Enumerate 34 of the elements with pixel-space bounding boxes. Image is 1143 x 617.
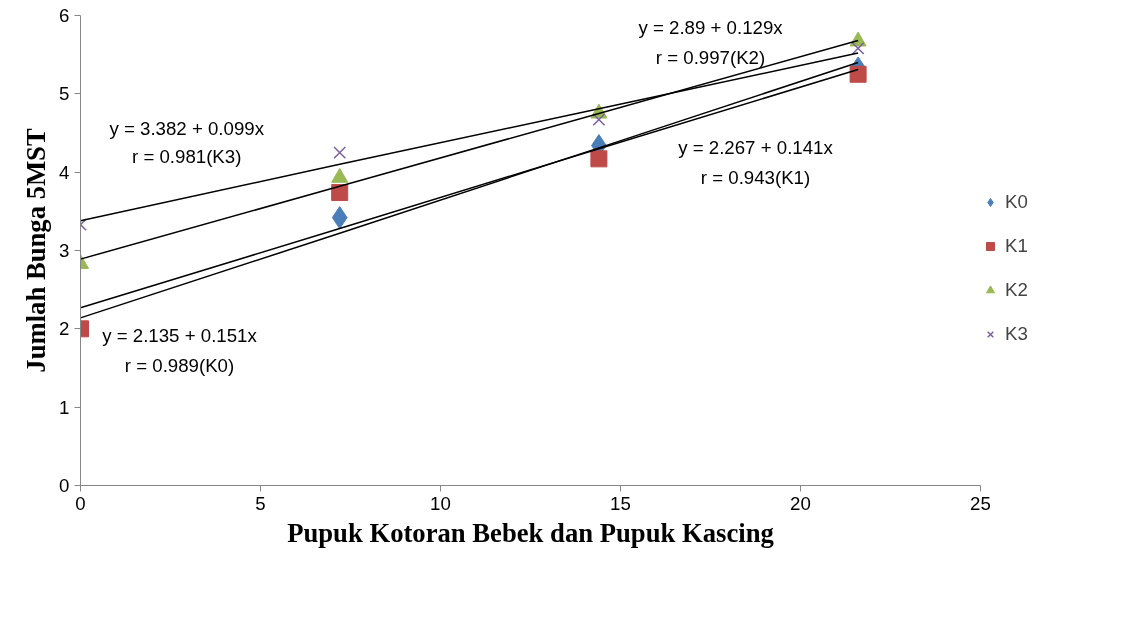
annotation: y = 2.135 + 0.151x (102, 324, 258, 346)
annotation: r = 0.981(K3) (132, 146, 242, 167)
x-tick-label: 5 (255, 492, 266, 514)
annotation: r = 0.997(K2) (655, 47, 766, 69)
annotation: y = 2.89 + 0.129x (638, 16, 784, 38)
annotation: r = 0.943(K1) (700, 167, 811, 189)
legend-label: K3 (1005, 323, 1028, 345)
x-tick-label: 10 (430, 492, 451, 514)
y-tick-label: 5 (59, 83, 70, 105)
y-tick-label: 3 (59, 240, 70, 261)
y-tick-label: 1 (59, 396, 70, 418)
legend-label: K2 (1005, 279, 1028, 301)
y-tick-label: 2 (59, 318, 70, 340)
point (590, 150, 608, 168)
y-tick-label: 6 (59, 5, 70, 26)
x-axis-title: Pupuk Kotoran Bebek dan Pupuk Kascing (287, 517, 775, 548)
point (331, 206, 348, 230)
x-tick-label: 25 (970, 492, 991, 514)
point (849, 65, 867, 83)
point (333, 146, 347, 159)
point (331, 184, 349, 202)
x-tick-label: 20 (790, 492, 811, 514)
legend-label: K0 (1005, 191, 1028, 213)
y-axis-title: Jumlah Bunga 5MST (21, 128, 52, 373)
point (851, 41, 865, 55)
y-tick-label: 0 (59, 475, 70, 496)
annotation: y = 2.267 + 0.141x (678, 136, 834, 158)
legend-label: K1 (1005, 235, 1028, 257)
point (592, 113, 606, 127)
x-tick-label: 15 (610, 492, 631, 514)
annotation: y = 3.382 + 0.099x (109, 117, 265, 139)
x-tick-label: 0 (75, 492, 86, 514)
y-tick-label: 4 (59, 161, 70, 183)
annotation: r = 0.989(K0) (124, 355, 235, 377)
